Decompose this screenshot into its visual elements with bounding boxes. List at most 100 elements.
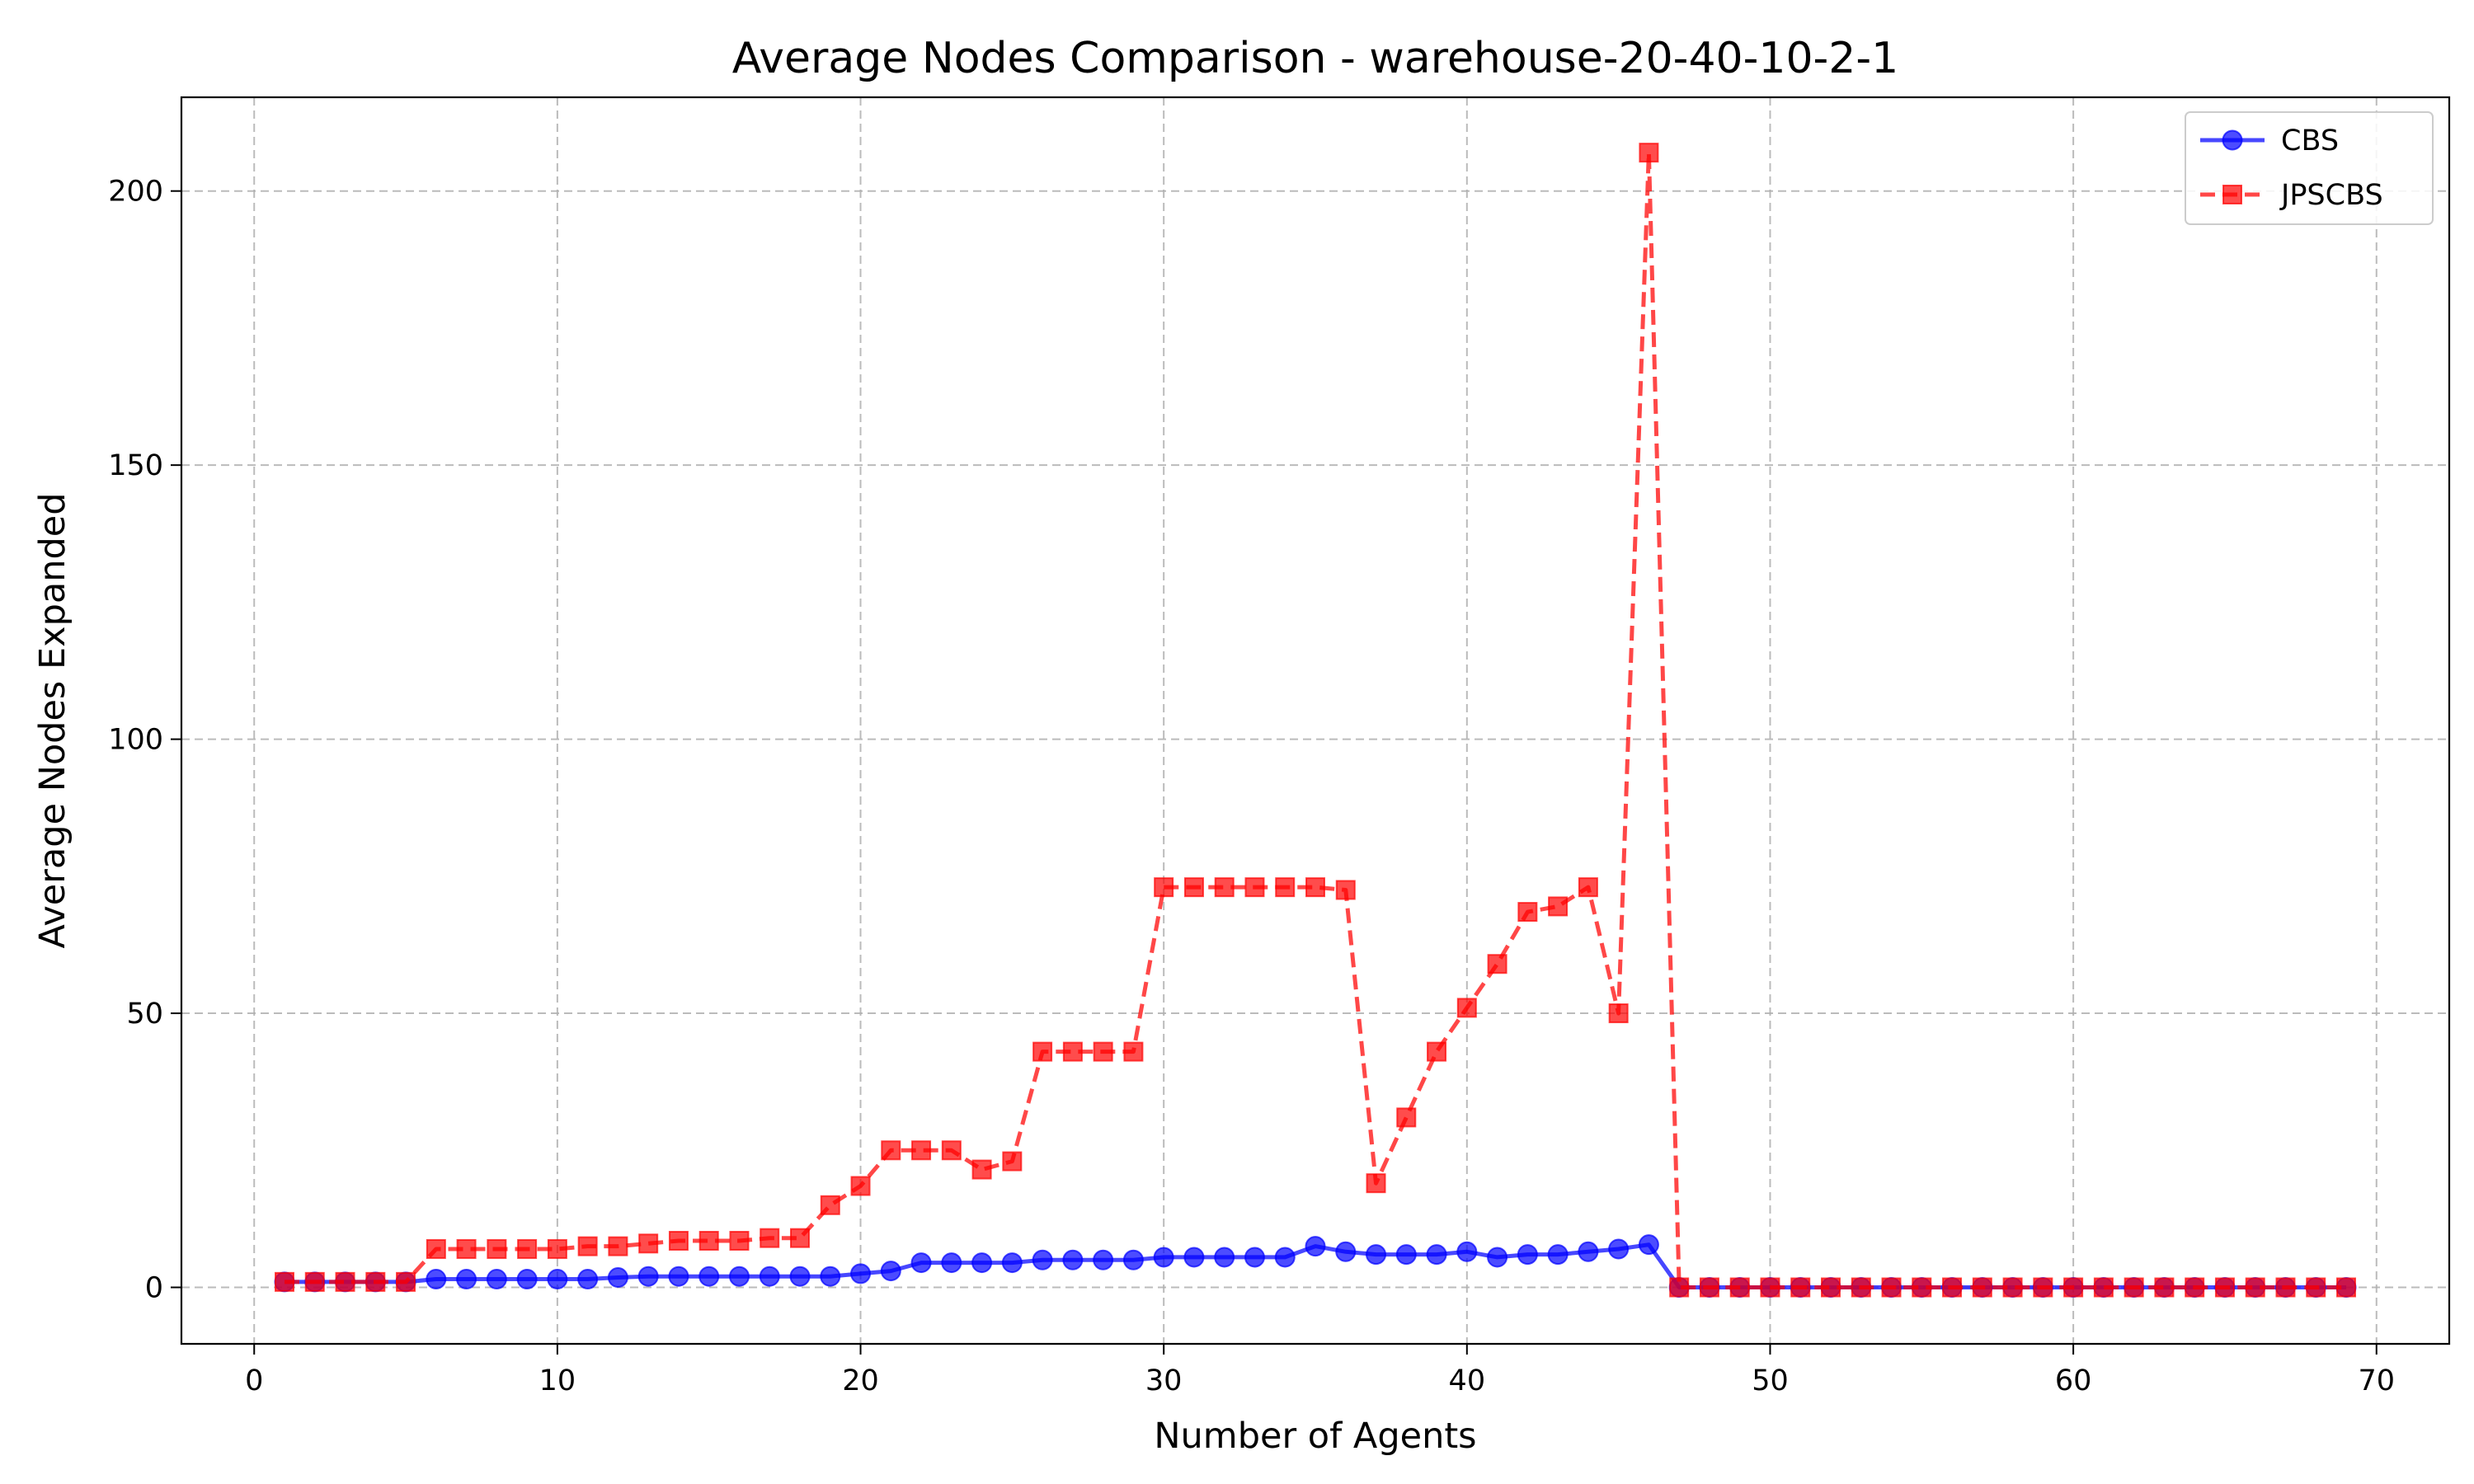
legend-label-cbs: CBS — [2281, 124, 2339, 157]
data-point-cbs — [1487, 1247, 1508, 1268]
data-point-jpscbs — [729, 1230, 750, 1251]
data-point-jpscbs — [1699, 1277, 1719, 1298]
data-point-jpscbs — [577, 1236, 598, 1256]
y-tick-label: 0 — [145, 1272, 163, 1305]
data-point-jpscbs — [426, 1238, 446, 1259]
data-point-jpscbs — [1972, 1277, 1992, 1298]
data-point-cbs — [728, 1266, 750, 1287]
data-point-jpscbs — [820, 1195, 840, 1215]
data-point-cbs — [486, 1269, 507, 1290]
data-point-jpscbs — [668, 1230, 689, 1251]
data-point-jpscbs — [2093, 1277, 2114, 1298]
data-point-jpscbs — [608, 1236, 628, 1256]
data-point-jpscbs — [2063, 1277, 2084, 1298]
data-point-jpscbs — [1881, 1277, 1902, 1298]
series-layer — [274, 143, 2357, 1298]
chart-title: Average Nodes Comparison - warehouse-20-… — [732, 34, 1899, 83]
data-point-cbs — [668, 1266, 689, 1287]
data-point-cbs — [789, 1266, 811, 1287]
data-point-jpscbs — [971, 1159, 992, 1180]
data-point-cbs — [547, 1269, 568, 1290]
data-point-jpscbs — [2214, 1277, 2235, 1298]
data-point-jpscbs — [2185, 1277, 2205, 1298]
x-tick-label: 0 — [245, 1364, 263, 1397]
data-point-cbs — [516, 1269, 538, 1290]
data-point-cbs — [1244, 1247, 1265, 1268]
data-point-cbs — [1153, 1247, 1174, 1268]
legend-label-jpscbs: JPSCBS — [2279, 179, 2383, 212]
data-point-cbs — [1608, 1238, 1630, 1260]
data-point-jpscbs — [1427, 1041, 1447, 1062]
data-point-jpscbs — [1154, 877, 1174, 898]
legend-marker-jpscbs — [2222, 185, 2242, 204]
data-point-jpscbs — [2002, 1277, 2023, 1298]
data-point-jpscbs — [1851, 1277, 1871, 1298]
data-point-jpscbs — [1942, 1277, 1963, 1298]
data-point-jpscbs — [396, 1271, 416, 1292]
data-point-jpscbs — [1062, 1041, 1083, 1062]
data-point-cbs — [698, 1266, 720, 1287]
x-tick-label: 70 — [2358, 1364, 2395, 1397]
data-point-jpscbs — [1002, 1151, 1023, 1172]
data-point-jpscbs — [790, 1228, 810, 1248]
data-point-cbs — [820, 1266, 841, 1287]
data-point-cbs — [1426, 1244, 1447, 1266]
x-tick-label: 40 — [1449, 1364, 1486, 1397]
data-point-jpscbs — [1578, 877, 1598, 898]
data-point-cbs — [637, 1266, 659, 1287]
data-point-cbs — [1366, 1244, 1387, 1266]
data-point-jpscbs — [1305, 877, 1325, 898]
y-axis-label: Average Nodes Expanded — [32, 492, 73, 948]
data-point-jpscbs — [1669, 1277, 1690, 1298]
legend: CBS JPSCBS — [2185, 111, 2434, 225]
data-point-jpscbs — [1639, 143, 1659, 163]
data-point-cbs — [456, 1269, 477, 1290]
data-point-cbs — [1093, 1249, 1114, 1270]
data-point-cbs — [850, 1263, 872, 1284]
data-point-jpscbs — [365, 1271, 386, 1292]
data-point-jpscbs — [2336, 1277, 2356, 1298]
data-point-cbs — [1638, 1234, 1659, 1256]
data-point-cbs — [941, 1252, 962, 1274]
data-point-jpscbs — [1183, 877, 1204, 898]
data-point-jpscbs — [698, 1230, 719, 1251]
data-point-cbs — [1335, 1241, 1357, 1262]
data-point-jpscbs — [1123, 1041, 1144, 1062]
data-point-jpscbs — [547, 1238, 567, 1259]
data-point-jpscbs — [941, 1140, 962, 1161]
data-point-jpscbs — [1790, 1277, 1811, 1298]
data-point-jpscbs — [517, 1238, 538, 1259]
legend-item-jpscbs: JPSCBS — [2200, 179, 2383, 212]
data-point-cbs — [1395, 1244, 1417, 1266]
data-point-jpscbs — [911, 1140, 932, 1161]
data-point-jpscbs — [2245, 1277, 2265, 1298]
y-tick-label: 200 — [108, 176, 163, 209]
y-tick-label: 50 — [126, 998, 163, 1031]
data-point-jpscbs — [1032, 1041, 1053, 1062]
x-axis-label: Number of Agents — [1154, 1416, 1476, 1457]
x-tick-label: 60 — [2055, 1364, 2092, 1397]
data-point-cbs — [1062, 1249, 1084, 1270]
data-point-cbs — [1214, 1247, 1235, 1268]
plot-frame — [180, 96, 2451, 1345]
legend-item-cbs: CBS — [2200, 124, 2339, 157]
data-point-jpscbs — [1456, 998, 1477, 1018]
data-point-cbs — [880, 1261, 901, 1282]
data-point-cbs — [910, 1252, 932, 1274]
data-point-jpscbs — [487, 1238, 507, 1259]
data-point-jpscbs — [335, 1271, 355, 1292]
grid — [181, 97, 2449, 1344]
y-tick-label: 150 — [108, 449, 163, 482]
data-point-jpscbs — [304, 1271, 325, 1292]
data-point-jpscbs — [1396, 1107, 1417, 1128]
data-point-jpscbs — [2306, 1277, 2326, 1298]
data-point-cbs — [1456, 1241, 1478, 1262]
data-point-jpscbs — [1275, 877, 1296, 898]
data-point-jpscbs — [1912, 1277, 1932, 1298]
data-point-jpscbs — [2275, 1277, 2296, 1298]
data-point-jpscbs — [1517, 902, 1538, 923]
x-tick-label: 30 — [1145, 1364, 1183, 1397]
